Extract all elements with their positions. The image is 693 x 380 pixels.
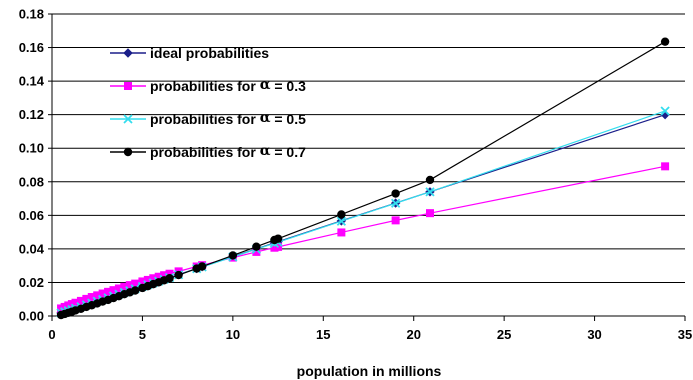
series-4-point — [228, 251, 238, 260]
series-2-point — [131, 279, 140, 288]
y-tick-label: 0.12 — [19, 107, 44, 122]
legend-item-1: ideal probabilities — [110, 45, 269, 61]
series-2-point — [71, 298, 80, 307]
y-tick-label: 0.10 — [19, 141, 44, 156]
series-2-point — [87, 293, 96, 302]
x-tick-label: 15 — [316, 327, 330, 342]
y-tick-label: 0.14 — [19, 74, 45, 89]
legend-alpha-symbol: α — [260, 110, 271, 126]
legend-item-4: probabilities for α = 0.7 — [110, 143, 306, 160]
legend-label-value: = 0.3 — [270, 78, 306, 94]
legend-label-text: probabilities for — [150, 111, 260, 127]
x-tick-label: 30 — [587, 327, 601, 342]
series-4-point — [337, 210, 346, 219]
series-2-point — [149, 274, 158, 283]
legend-label-text: probabilities for — [150, 144, 260, 160]
legend-marker — [123, 147, 133, 157]
series-3-point-stroke — [660, 106, 670, 116]
series-2-point — [104, 287, 113, 296]
legend-item-2: probabilities for α = 0.3 — [110, 77, 306, 94]
x-tick-label: 20 — [406, 327, 420, 342]
series-4-point — [391, 189, 400, 198]
x-tick-label: 0 — [48, 327, 55, 342]
series-3-point — [390, 198, 401, 208]
y-tick-label: 0.18 — [19, 7, 44, 22]
legend-marker — [123, 48, 133, 58]
legend-label-value: = 0.7 — [270, 144, 306, 160]
series-3-point — [425, 187, 435, 197]
y-tick-label: 0.08 — [19, 174, 44, 189]
series-2-point — [391, 216, 400, 225]
series-2-point — [98, 289, 107, 298]
legend-label: probabilities for α = 0.7 — [150, 143, 306, 160]
legend-marker-stroke — [123, 114, 133, 124]
series-4-point — [174, 270, 183, 280]
legend-alpha-symbol: α — [260, 77, 271, 93]
series-2-point — [82, 294, 91, 303]
series-4-point — [273, 234, 283, 243]
series-4-point — [252, 242, 261, 251]
x-tick-label: 5 — [139, 327, 146, 342]
series-2-point — [143, 275, 152, 284]
legend-label: probabilities for α = 0.3 — [150, 77, 306, 94]
series-2-point — [93, 291, 102, 300]
series-3-point-stroke — [336, 216, 347, 226]
series-2-point — [76, 296, 85, 305]
legend-alpha-symbol: α — [260, 143, 271, 159]
legend-marker — [123, 114, 133, 124]
y-tick-label: 0.00 — [19, 309, 44, 324]
gridlines — [52, 13, 685, 283]
y-tick-label: 0.06 — [19, 208, 44, 223]
y-tick-label: 0.16 — [19, 40, 44, 55]
series-2-point — [114, 284, 123, 293]
series-2-point — [125, 281, 134, 290]
legend-label-text: probabilities for — [150, 78, 260, 94]
legend-label: probabilities for α = 0.5 — [150, 110, 306, 127]
series-2-point — [661, 162, 670, 171]
series-3-point — [336, 216, 347, 226]
series-4-point — [197, 262, 207, 271]
series-2-point — [337, 228, 346, 237]
x-tick-label: 35 — [678, 327, 692, 342]
legend-marker — [124, 82, 132, 90]
series-3-point — [660, 106, 670, 116]
legend-label-value: = 0.5 — [270, 111, 306, 127]
y-tick-label: 0.04 — [19, 241, 45, 256]
y-tick-label: 0.02 — [19, 275, 44, 290]
series-4-point — [130, 286, 140, 295]
legend-label-text: ideal probabilities — [150, 45, 269, 61]
series-4-point — [165, 274, 174, 283]
series-2-point — [160, 271, 169, 280]
x-tick-label: 10 — [226, 327, 240, 342]
x-tick-label: 25 — [497, 327, 511, 342]
x-axis-title: population in millions — [297, 363, 442, 379]
legend-label: ideal probabilities — [150, 45, 269, 61]
series-2-point — [109, 286, 118, 295]
series-group — [56, 37, 670, 320]
series-2-point — [252, 247, 261, 256]
legend: ideal probabilities probabilities for α =… — [110, 45, 306, 160]
series-2-point — [165, 269, 174, 278]
series-2-point — [425, 209, 434, 218]
series-4-point — [425, 175, 435, 185]
series-2-point — [154, 272, 163, 281]
axes: 0.00 0.02 0.04 0.06 0.08 0.10 0.12 0.14 0.16 0.18… — [19, 7, 693, 343]
series-3-point-stroke — [425, 187, 435, 197]
series-2-point — [120, 282, 129, 291]
series-4-point — [660, 37, 670, 46]
series-2-point — [138, 277, 147, 286]
series-4 — [56, 37, 670, 320]
legend-item-3: probabilities for α = 0.5 — [110, 110, 306, 127]
series-3-point-stroke — [390, 198, 401, 208]
